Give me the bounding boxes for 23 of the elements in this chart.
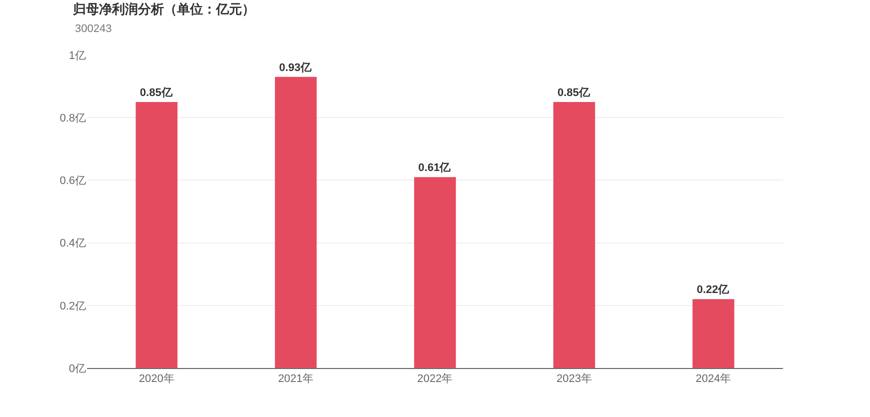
bar [553,102,596,368]
bar [692,299,734,368]
data-label: 0.85亿 [557,86,591,99]
y-tick-label: 0.8亿 [60,112,86,124]
x-tick-label: 2023年 [556,373,592,386]
data-label: 0.22亿 [696,284,730,296]
y-tick-label: 1亿 [68,50,86,62]
data-label: 0.85亿 [140,86,174,99]
y-tick-label: 0亿 [68,362,86,375]
data-label: 0.93亿 [279,62,313,74]
bar [414,177,456,368]
y-tick-label: 0.4亿 [60,238,86,250]
bar [136,102,178,368]
chart-subtitle: 300243 [75,23,112,35]
data-label: 0.61亿 [418,162,452,174]
bar [274,76,317,368]
y-tick-label: 0.6亿 [60,175,86,188]
x-tick-label: 2022年 [417,373,453,386]
x-tick-label: 2024年 [696,373,732,386]
x-tick-label: 2021年 [278,373,314,386]
x-tick-label: 2020年 [138,373,174,386]
chart-title: 归母净利润分析（单位：亿元） [72,1,255,16]
y-tick-label: 0.2亿 [60,300,86,312]
